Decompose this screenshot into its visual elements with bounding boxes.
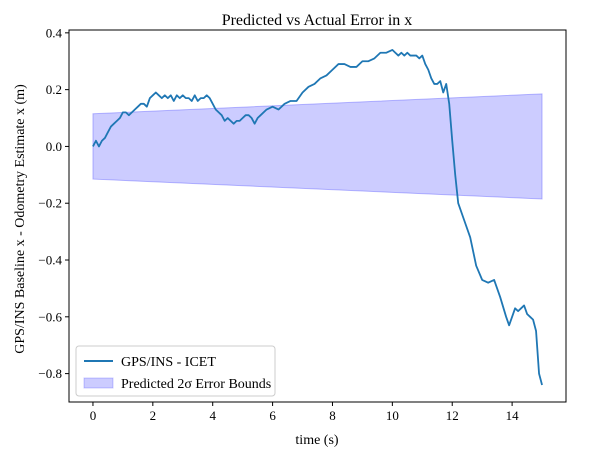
x-tick-label: 4: [209, 408, 216, 423]
y-tick-label: 0.4: [46, 25, 63, 40]
x-tick-label: 10: [386, 408, 399, 423]
x-tick-label: 6: [269, 408, 276, 423]
error-bound-band: [93, 94, 542, 199]
x-tick-label: 14: [506, 408, 520, 423]
x-tick-label: 8: [329, 408, 336, 423]
y-tick-label: −0.6: [38, 309, 62, 324]
legend-label-line: GPS/INS - ICET: [121, 355, 216, 370]
legend: GPS/INS - ICET Predicted 2σ Error Bounds: [76, 346, 275, 396]
chart-title: Predicted vs Actual Error in x: [222, 12, 413, 29]
y-axis-label: GPS/INS Baseline x - Odometry Estimate x…: [13, 84, 28, 354]
y-tick-label: −0.4: [38, 253, 62, 268]
y-tick-label: −0.2: [38, 196, 62, 211]
x-tick-label: 12: [446, 408, 459, 423]
x-tick-label: 2: [150, 408, 157, 423]
x-axis: 0 2 4 6 8 10 12 14: [90, 402, 519, 423]
y-tick-label: 0.2: [46, 82, 62, 97]
x-axis-label: time (s): [295, 433, 338, 448]
y-axis: −0.8 −0.6 −0.4 −0.2 0.0 0.2 0.4: [38, 25, 69, 381]
x-tick-label: 0: [90, 408, 97, 423]
legend-label-band: Predicted 2σ Error Bounds: [121, 377, 271, 392]
y-tick-label: −0.8: [38, 366, 62, 381]
legend-band-swatch: [84, 378, 113, 388]
y-tick-label: 0.0: [46, 139, 62, 154]
